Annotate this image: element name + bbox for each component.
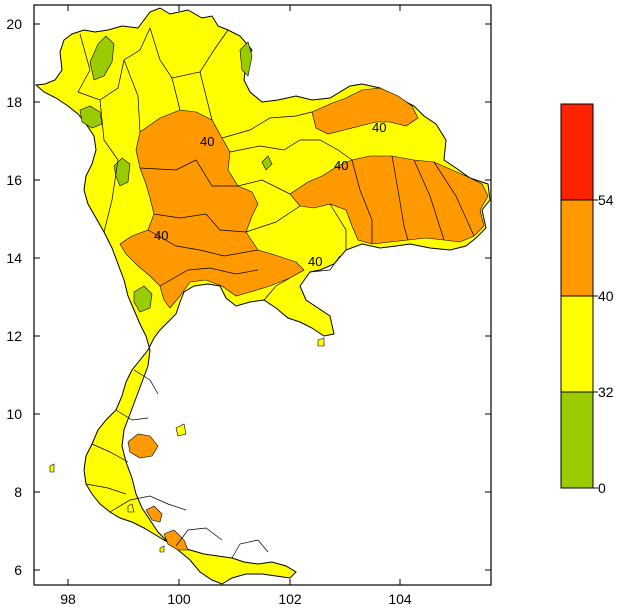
green-northwest-patch — [79, 105, 103, 129]
contour-label-4: 40 — [154, 228, 168, 243]
contour-label-2: 40 — [372, 120, 386, 135]
x-tick-label: 100 — [167, 591, 191, 607]
orange-south-patch-1 — [127, 433, 159, 459]
y-tick-label: 12 — [6, 328, 22, 344]
legend-tick-label: 40 — [598, 288, 614, 304]
legend-tick-label: 0 — [598, 480, 606, 496]
x-tick-label: 98 — [60, 591, 76, 607]
legend-bin-red — [560, 103, 594, 201]
contour-label-5: 40 — [308, 254, 322, 269]
orange-south-patch-2 — [145, 505, 163, 523]
y-tick-label: 8 — [14, 484, 22, 500]
green-southwest-patch — [133, 285, 153, 313]
y-tick-label: 18 — [6, 94, 22, 110]
y-tick-label: 16 — [6, 172, 22, 188]
y-tick-label: 10 — [6, 406, 22, 422]
legend-tick-label: 54 — [598, 192, 614, 208]
y-axis — [34, 23, 491, 571]
legend-colorbar — [560, 103, 598, 489]
green-northeast-strip — [239, 41, 253, 77]
x-axis — [67, 5, 401, 585]
y-tick-label: 20 — [6, 16, 22, 32]
green-west-patch — [113, 157, 131, 187]
x-tick-label: 104 — [388, 591, 412, 607]
orange-south-patch-3 — [163, 529, 189, 551]
province-boundaries — [77, 27, 475, 559]
y-tick-label: 14 — [6, 250, 22, 266]
islands — [49, 337, 325, 553]
legend-tick-label: 32 — [598, 384, 614, 400]
orange-central-region — [119, 109, 305, 309]
orange-northeast-top — [311, 87, 419, 135]
legend-bin-orange — [560, 199, 594, 297]
x-tick-label: 102 — [278, 591, 302, 607]
green-central-dot — [261, 155, 273, 171]
green-north-patch — [89, 35, 115, 81]
contour-label-1: 40 — [200, 134, 214, 149]
contour-label-3: 40 — [334, 158, 348, 173]
legend-bin-yellow — [560, 295, 594, 393]
legend-bin-green — [560, 391, 594, 489]
y-tick-label: 6 — [14, 562, 22, 578]
